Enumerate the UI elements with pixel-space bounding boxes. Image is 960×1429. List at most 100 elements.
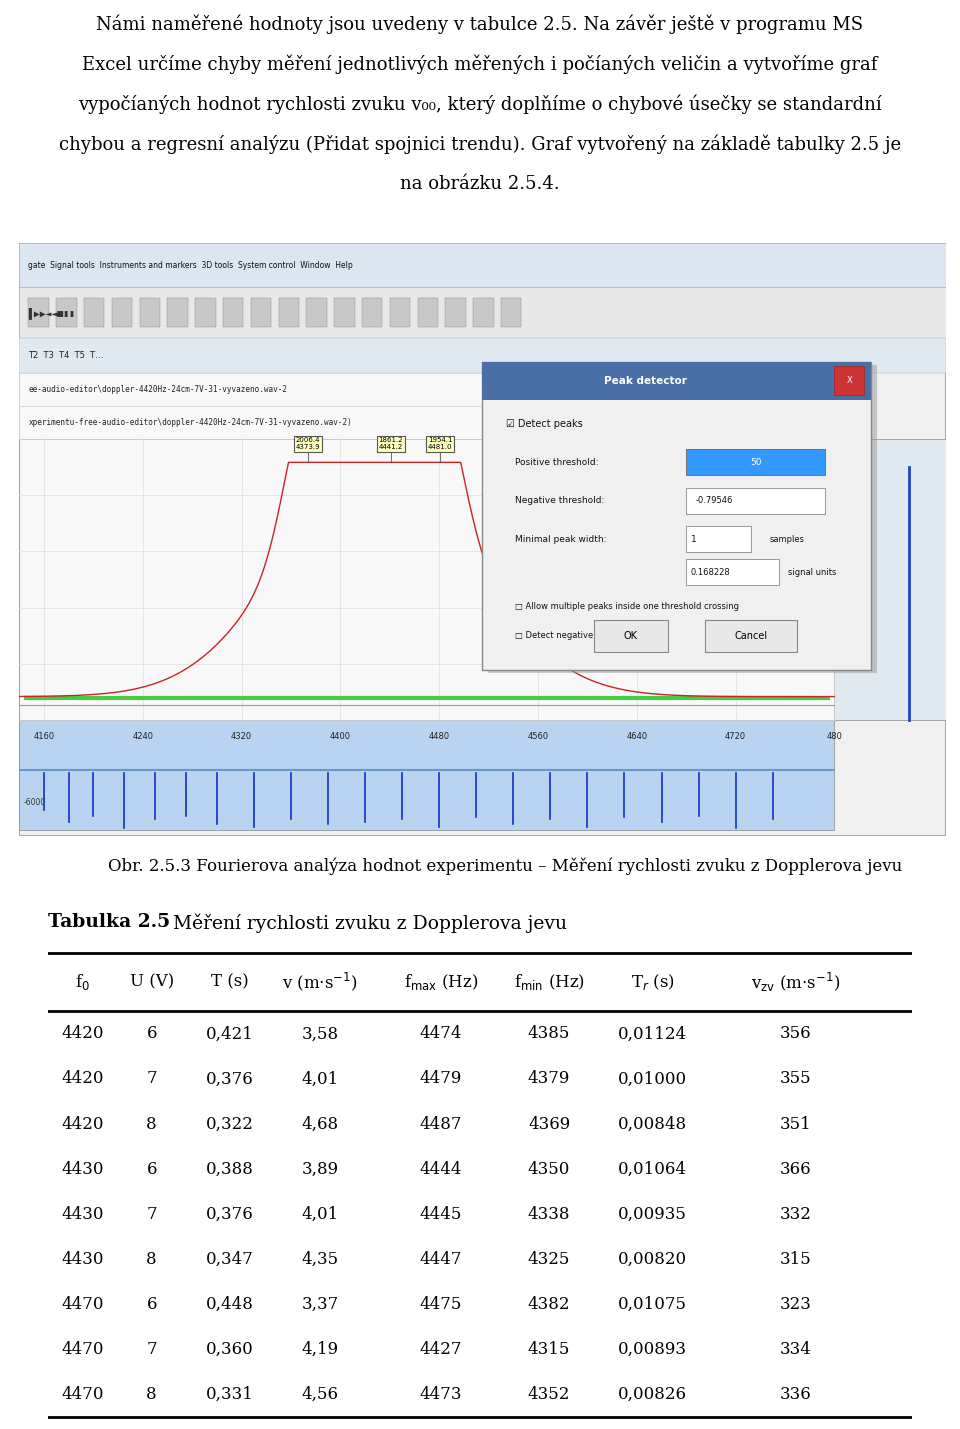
Text: 4470: 4470	[61, 1386, 104, 1403]
Text: ee-audio-editor\doppler-4420Hz-24cm-7V-31-vyvazeno.wav-2: ee-audio-editor\doppler-4420Hz-24cm-7V-3…	[29, 386, 287, 394]
Bar	[488, 364, 877, 673]
Text: 4487: 4487	[420, 1116, 463, 1133]
Text: -0.79546: -0.79546	[695, 496, 732, 506]
Bar	[473, 297, 493, 327]
Text: 4430: 4430	[61, 1206, 104, 1223]
Text: X: X	[847, 376, 852, 386]
Text: 7: 7	[146, 1206, 157, 1223]
Bar	[278, 297, 299, 327]
Bar	[686, 526, 751, 553]
Bar	[482, 362, 872, 670]
Text: 4420: 4420	[61, 1070, 104, 1087]
Text: 0,376: 0,376	[205, 1070, 253, 1087]
Text: 4470: 4470	[61, 1296, 104, 1313]
Text: 315: 315	[780, 1250, 811, 1268]
Text: 0,01000: 0,01000	[618, 1070, 687, 1087]
Text: f$_{\rm max}$ (Hz): f$_{\rm max}$ (Hz)	[404, 972, 478, 992]
Text: 4,01: 4,01	[301, 1070, 339, 1087]
Text: 4,56: 4,56	[301, 1386, 339, 1403]
Text: □ Detect negative peaks: □ Detect negative peaks	[515, 632, 621, 640]
Text: U (V): U (V)	[130, 973, 174, 990]
Text: 6: 6	[147, 1296, 156, 1313]
Text: 4352: 4352	[528, 1386, 570, 1403]
Text: 323: 323	[780, 1296, 811, 1313]
Bar	[751, 376, 779, 403]
Text: vypočíaných hodnot rychlosti zvuku v₀₀, který doplňíme o chybové úsečky se stand: vypočíaných hodnot rychlosti zvuku v₀₀, …	[78, 94, 882, 114]
Text: 4475: 4475	[420, 1296, 463, 1313]
Text: 4,35: 4,35	[301, 1250, 339, 1268]
Text: Minimal peak width:: Minimal peak width:	[515, 534, 607, 544]
Text: samples: samples	[770, 534, 804, 544]
Text: 4,01: 4,01	[301, 1206, 339, 1223]
Text: Tabulka 2.5: Tabulka 2.5	[48, 913, 170, 932]
Text: 4400: 4400	[330, 732, 350, 742]
Text: 0,360: 0,360	[205, 1342, 253, 1358]
Text: 4640: 4640	[626, 732, 647, 742]
Text: 3,37: 3,37	[301, 1296, 339, 1313]
Text: OK: OK	[624, 630, 637, 640]
Text: 480: 480	[827, 732, 842, 742]
Text: 4430: 4430	[61, 1160, 104, 1177]
Text: 4338: 4338	[528, 1206, 570, 1223]
Bar	[816, 409, 844, 436]
Text: ▌▶▶◄◄■▮▮: ▌▶▶◄◄■▮▮	[29, 307, 76, 319]
Text: 0,388: 0,388	[205, 1160, 253, 1177]
Text: 4444: 4444	[420, 1160, 463, 1177]
Bar	[111, 297, 132, 327]
Text: 355: 355	[780, 1070, 811, 1087]
Text: 4,19: 4,19	[301, 1342, 339, 1358]
Bar	[593, 620, 667, 652]
Text: chybou a regresní analýzu (Přidat spojnici trendu). Graf vytvořený na základě ta: chybou a regresní analýzu (Přidat spojni…	[59, 134, 901, 154]
Text: Obr. 2.5.3 Fourierova analýza hodnot experimentu – Měření rychlosti zvuku z Dopp: Obr. 2.5.3 Fourierova analýza hodnot exp…	[108, 857, 902, 875]
Text: ☑ Detect peaks: ☑ Detect peaks	[506, 419, 583, 429]
Bar	[834, 439, 946, 720]
Text: 6: 6	[147, 1160, 156, 1177]
Text: 4420: 4420	[61, 1026, 104, 1042]
Bar	[834, 366, 864, 396]
Text: Peak detector: Peak detector	[605, 376, 687, 386]
Text: 1861.2
4441.2: 1861.2 4441.2	[378, 437, 403, 450]
Bar	[19, 287, 946, 337]
Bar	[167, 297, 188, 327]
Bar	[482, 362, 872, 400]
Bar	[501, 297, 521, 327]
Text: Negative threshold:: Negative threshold:	[515, 496, 604, 506]
Text: 7: 7	[146, 1342, 157, 1358]
Text: 6: 6	[147, 1026, 156, 1042]
Text: 4320: 4320	[231, 732, 252, 742]
Text: 4480: 4480	[428, 732, 449, 742]
Text: 0,01124: 0,01124	[618, 1026, 687, 1042]
Text: Měření rychlosti zvuku z Dopplerova jevu: Měření rychlosti zvuku z Dopplerova jevu	[167, 913, 567, 933]
Bar	[445, 297, 466, 327]
Text: 4379: 4379	[528, 1070, 570, 1087]
Text: Excel určíme chyby měření jednotlivých měřených i počíaných veličin a vytvoříme : Excel určíme chyby měření jednotlivých m…	[83, 54, 877, 74]
Text: 0,00893: 0,00893	[618, 1342, 687, 1358]
Text: 334: 334	[780, 1342, 811, 1358]
Bar	[418, 297, 438, 327]
Text: 4560: 4560	[527, 732, 548, 742]
Text: na obrázku 2.5.4.: na obrázku 2.5.4.	[400, 176, 560, 193]
Bar	[19, 406, 742, 439]
Text: 0,322: 0,322	[205, 1116, 253, 1133]
Text: v$_{\rm zv}$ (m$\cdot$s$^{-1}$): v$_{\rm zv}$ (m$\cdot$s$^{-1}$)	[751, 970, 840, 993]
Text: 4160: 4160	[34, 732, 55, 742]
Text: 351: 351	[780, 1116, 811, 1133]
Text: T (s): T (s)	[210, 973, 249, 990]
Bar	[57, 297, 77, 327]
Bar	[390, 297, 410, 327]
Bar	[686, 449, 826, 476]
Text: 4325: 4325	[528, 1250, 570, 1268]
Text: 366: 366	[780, 1160, 811, 1177]
Text: 8: 8	[146, 1250, 157, 1268]
Bar	[195, 297, 216, 327]
Text: 4382: 4382	[528, 1296, 570, 1313]
Text: 8: 8	[146, 1116, 157, 1133]
Bar	[788, 409, 816, 436]
Text: 356: 356	[780, 1026, 811, 1042]
Bar	[686, 487, 826, 514]
Text: 332: 332	[780, 1206, 811, 1223]
Bar	[334, 297, 354, 327]
Text: 4427: 4427	[420, 1342, 463, 1358]
Text: 0,376: 0,376	[205, 1206, 253, 1223]
Text: 4315: 4315	[528, 1342, 570, 1358]
